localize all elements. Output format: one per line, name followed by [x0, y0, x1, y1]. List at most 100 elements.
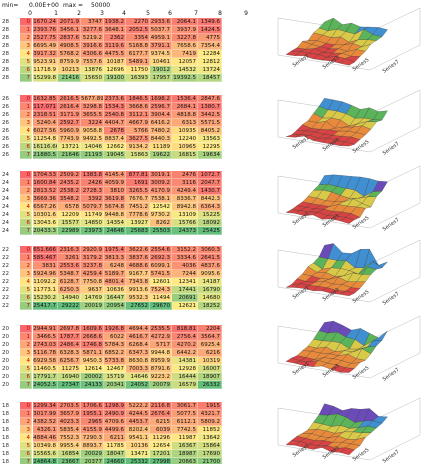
- data-cell[interactable]: 3657.9: [58, 410, 81, 418]
- data-cell[interactable]: 1600.84: [33, 179, 58, 187]
- data-cell[interactable]: 3837.6: [126, 254, 150, 262]
- data-cell[interactable]: 5871.1: [81, 349, 104, 357]
- row-index-cell[interactable]: 3: [20, 195, 32, 203]
- data-cell[interactable]: 17690: [198, 450, 222, 458]
- data-cell[interactable]: 3619.8: [104, 195, 126, 203]
- row-index-cell[interactable]: 7: [20, 458, 32, 464]
- data-cell[interactable]: 10187: [104, 58, 126, 66]
- data-cell[interactable]: 22989: [58, 227, 81, 235]
- data-cell[interactable]: 9532.3: [126, 294, 150, 302]
- data-cell[interactable]: 12341: [172, 278, 198, 286]
- data-cell[interactable]: 11189: [150, 143, 172, 151]
- data-cell[interactable]: 9374.5: [150, 50, 172, 58]
- data-cell[interactable]: 14046: [81, 143, 104, 151]
- data-cell[interactable]: 20019: [81, 302, 104, 310]
- data-cell[interactable]: 15577: [58, 219, 81, 227]
- data-cell[interactable]: 16579: [172, 381, 198, 389]
- data-cell[interactable]: 9448.8: [104, 211, 126, 219]
- data-cell[interactable]: 17791.7: [33, 373, 58, 381]
- data-cell[interactable]: 2933.6: [150, 18, 172, 26]
- data-cell[interactable]: 3354: [126, 34, 150, 42]
- data-cell[interactable]: 6416.2: [150, 119, 172, 127]
- data-cell[interactable]: 18092: [198, 219, 222, 227]
- data-cell[interactable]: 25503: [150, 227, 172, 235]
- data-cell[interactable]: 12057: [172, 58, 198, 66]
- data-cell[interactable]: 12654: [150, 442, 172, 450]
- row-index-cell[interactable]: 0: [20, 18, 32, 26]
- data-cell[interactable]: 9637: [81, 286, 104, 294]
- data-cell[interactable]: 2316.3: [58, 246, 81, 254]
- data-cell[interactable]: 5809.2: [198, 418, 222, 426]
- data-cell[interactable]: 5768.2: [58, 50, 81, 58]
- data-cell[interactable]: 4775: [198, 34, 222, 42]
- data-cell[interactable]: 23973: [81, 227, 104, 235]
- surface-chart-5[interactable]: Series1 Series3 Series5 Series7: [250, 308, 429, 386]
- row-index-cell[interactable]: 7: [20, 381, 32, 389]
- data-cell[interactable]: 2435.2: [58, 179, 81, 187]
- data-cell[interactable]: 20002: [81, 373, 104, 381]
- data-cell[interactable]: 4036: [172, 262, 198, 270]
- data-cell[interactable]: 15719: [104, 373, 126, 381]
- data-cell[interactable]: 8202.4: [126, 426, 150, 434]
- data-cell[interactable]: 18252: [198, 302, 222, 310]
- data-cell[interactable]: 4382.52: [33, 418, 58, 426]
- data-cell[interactable]: 11092.2: [33, 278, 58, 286]
- data-cell[interactable]: 24864.8: [33, 458, 58, 464]
- data-cell[interactable]: 11987: [172, 434, 198, 442]
- row-index-cell[interactable]: 3: [20, 42, 32, 50]
- data-cell[interactable]: 6268.4: [126, 341, 150, 349]
- data-cell[interactable]: 11460.5: [33, 365, 58, 373]
- data-cell[interactable]: 5079.7: [81, 203, 104, 211]
- row-index-cell[interactable]: 7: [20, 227, 32, 235]
- data-cell[interactable]: 3937.9: [172, 26, 198, 34]
- surface-chart-3[interactable]: Series1 Series3 Series5 Series7: [250, 158, 429, 236]
- data-cell[interactable]: 4709.6: [104, 418, 126, 426]
- data-cell[interactable]: 1430.7: [198, 187, 222, 195]
- data-cell[interactable]: 4404.7: [104, 119, 126, 127]
- data-cell[interactable]: 6852.2: [104, 349, 126, 357]
- data-cell[interactable]: 1746.8: [81, 341, 104, 349]
- data-cell[interactable]: 5168.8: [126, 42, 150, 50]
- data-cell[interactable]: 3334.6: [172, 254, 198, 262]
- data-cell[interactable]: 2204: [198, 325, 222, 333]
- data-cell[interactable]: 2592.7: [58, 119, 81, 127]
- data-cell[interactable]: 3061.7: [172, 402, 198, 410]
- data-cell[interactable]: 4801.4: [104, 278, 126, 286]
- data-cell[interactable]: 8791.6: [150, 365, 172, 373]
- data-cell[interactable]: 9955.4: [58, 442, 81, 450]
- data-cell[interactable]: 2490.9: [104, 410, 126, 418]
- data-cell[interactable]: 20433.3: [33, 227, 58, 235]
- data-cell[interactable]: 7354.4: [198, 42, 222, 50]
- data-cell[interactable]: 2393.76: [33, 26, 58, 34]
- data-cell[interactable]: 3019.1: [150, 171, 172, 179]
- data-cell[interactable]: 5571.5: [198, 119, 222, 127]
- data-cell[interactable]: 9095.6: [198, 270, 222, 278]
- data-cell[interactable]: 2554.6: [150, 246, 172, 254]
- data-cell[interactable]: 1383.8: [81, 171, 104, 179]
- data-cell[interactable]: 2678: [104, 127, 126, 135]
- data-cell[interactable]: 3224: [81, 119, 104, 127]
- row-index-cell[interactable]: 2: [20, 341, 32, 349]
- row-index-cell[interactable]: 6: [20, 219, 32, 227]
- data-cell[interactable]: 11852: [198, 426, 222, 434]
- data-cell[interactable]: 24052: [126, 381, 150, 389]
- row-index-cell[interactable]: 2: [20, 262, 32, 270]
- data-cell[interactable]: 13927: [126, 219, 150, 227]
- data-cell[interactable]: 5924.96: [33, 270, 58, 278]
- data-cell[interactable]: 3655.5: [81, 111, 104, 119]
- data-cell[interactable]: 1632.85: [33, 95, 58, 103]
- data-cell[interactable]: 3442.5: [198, 111, 222, 119]
- row-index-cell[interactable]: 2: [20, 111, 32, 119]
- data-cell[interactable]: 4145.4: [104, 171, 126, 179]
- data-cell[interactable]: 14940: [58, 294, 81, 302]
- data-cell[interactable]: 5219.2: [81, 34, 104, 42]
- data-cell[interactable]: 12621: [172, 302, 198, 310]
- data-cell[interactable]: 11718.9: [33, 66, 58, 74]
- data-cell[interactable]: 7003.3: [126, 365, 150, 373]
- data-cell[interactable]: 27347: [58, 381, 81, 389]
- data-cell[interactable]: 10965: [172, 143, 198, 151]
- data-cell[interactable]: 15863: [126, 151, 150, 159]
- row-index-cell[interactable]: 3: [20, 426, 32, 434]
- data-cell[interactable]: 7538.1: [150, 195, 172, 203]
- data-cell[interactable]: 14769: [81, 294, 104, 302]
